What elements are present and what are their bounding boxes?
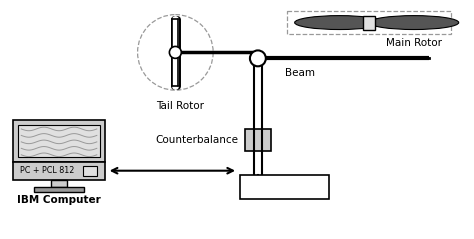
Ellipse shape [295, 16, 384, 30]
Bar [18, 125, 100, 157]
Text: Beam: Beam [284, 68, 315, 78]
Bar [83, 166, 97, 176]
Bar [245, 129, 271, 151]
Text: Power Interface: Power Interface [246, 182, 323, 192]
Text: Main Rotor: Main Rotor [386, 38, 442, 49]
Text: PC + PCL 812: PC + PCL 812 [20, 166, 74, 175]
Text: Counterbalance: Counterbalance [155, 135, 238, 145]
Text: Tail Rotor: Tail Rotor [156, 101, 204, 111]
Bar [240, 175, 329, 199]
Bar [13, 162, 105, 180]
Bar [51, 180, 67, 187]
Ellipse shape [369, 16, 459, 30]
Circle shape [250, 50, 266, 66]
Bar [13, 120, 105, 162]
Bar [34, 187, 84, 192]
Bar [363, 16, 375, 30]
Bar [287, 11, 451, 34]
Circle shape [169, 46, 182, 58]
Text: IBM Computer: IBM Computer [17, 195, 101, 205]
